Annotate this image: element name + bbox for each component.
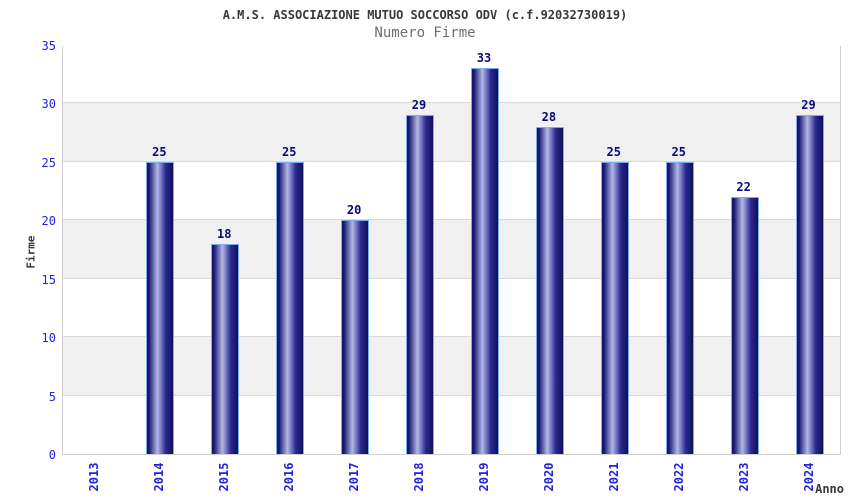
x-axis-title: Anno [815, 482, 844, 496]
gridline [63, 336, 840, 338]
bar-value-label: 25 [671, 144, 686, 159]
y-tick-label: 15 [41, 272, 56, 287]
bar-2018 [406, 115, 435, 454]
bar-value-label: 18 [217, 226, 232, 241]
x-tick-label: 2019 [476, 462, 491, 492]
bar-2016 [276, 161, 305, 454]
bar-2015 [211, 243, 240, 454]
x-tick-label: 2024 [801, 462, 816, 492]
plot-band [63, 45, 840, 104]
x-tick-label: 2020 [541, 462, 556, 492]
x-tick-label: 2023 [736, 462, 751, 492]
bar-value-label: 25 [606, 144, 621, 159]
plot-band [63, 220, 840, 279]
bar-value-label: 22 [736, 179, 751, 194]
gridline [63, 277, 840, 279]
y-tick-label: 20 [41, 214, 56, 229]
x-tick-label: 2016 [282, 462, 297, 492]
x-tick-label: 2013 [87, 462, 102, 492]
y-tick-label: 25 [41, 155, 56, 170]
y-tick-label: 10 [41, 331, 56, 346]
bar-value-label: 29 [411, 98, 427, 113]
y-tick-label: 30 [41, 97, 56, 112]
plot-band [63, 337, 840, 396]
bar-value-label: 25 [281, 144, 297, 159]
y-tick-label: 35 [41, 39, 56, 53]
bar-2020 [535, 126, 564, 454]
bar-2022 [665, 161, 694, 454]
bar-value-label: 33 [476, 51, 492, 66]
bar-2021 [600, 161, 629, 454]
y-axis-title: Firme [24, 235, 38, 269]
x-tick-label: 2017 [347, 462, 362, 492]
plot-band [63, 395, 840, 454]
bar-value-label: 28 [541, 109, 557, 124]
gridline [63, 394, 840, 396]
gridline [63, 102, 840, 104]
gridline [63, 160, 840, 162]
chart-title: A.M.S. ASSOCIAZIONE MUTUO SOCCORSO ODV (… [222, 8, 628, 22]
bar-value-label: 29 [801, 98, 816, 113]
chart-subtitle: Numero Firme [374, 25, 476, 41]
bar-2014 [146, 161, 175, 454]
plot-band [63, 103, 840, 162]
bar-2023 [730, 196, 759, 454]
x-tick-label: 2015 [217, 462, 232, 492]
plot-band [63, 278, 840, 338]
bar-value-label: 20 [346, 203, 362, 218]
x-tick-label: 2021 [606, 462, 621, 492]
bar-2019 [470, 68, 499, 454]
gridline [63, 219, 840, 221]
y-tick-label: 0 [48, 448, 56, 462]
x-tick-label: 2018 [412, 462, 427, 492]
x-tick-label: 2022 [671, 462, 686, 492]
bar-2024 [795, 115, 824, 454]
plot-band [63, 161, 840, 221]
bar-2017 [341, 220, 370, 454]
plot-area [62, 45, 841, 455]
x-tick-label: 2014 [152, 462, 167, 492]
bar-value-label: 25 [152, 144, 167, 159]
y-tick-label: 5 [48, 389, 56, 404]
